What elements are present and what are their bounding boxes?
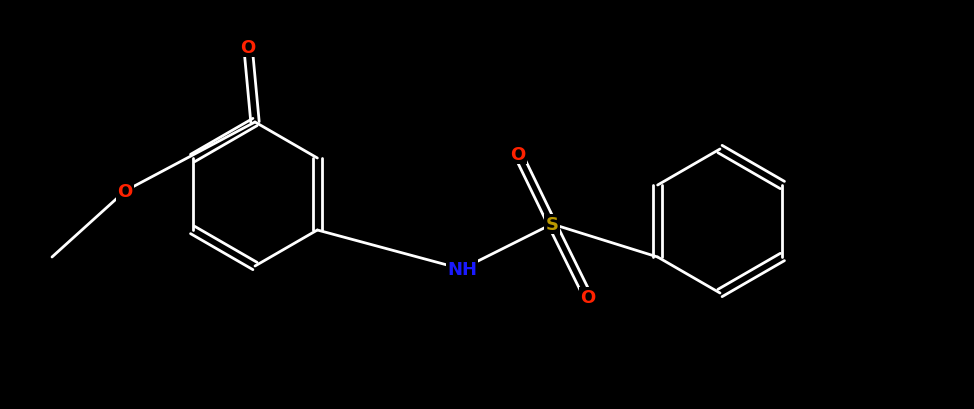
Text: NH: NH: [447, 261, 477, 278]
Text: O: O: [118, 182, 132, 200]
Text: S: S: [545, 216, 558, 234]
Text: O: O: [581, 288, 596, 306]
Text: O: O: [241, 39, 255, 57]
Text: O: O: [510, 146, 526, 164]
